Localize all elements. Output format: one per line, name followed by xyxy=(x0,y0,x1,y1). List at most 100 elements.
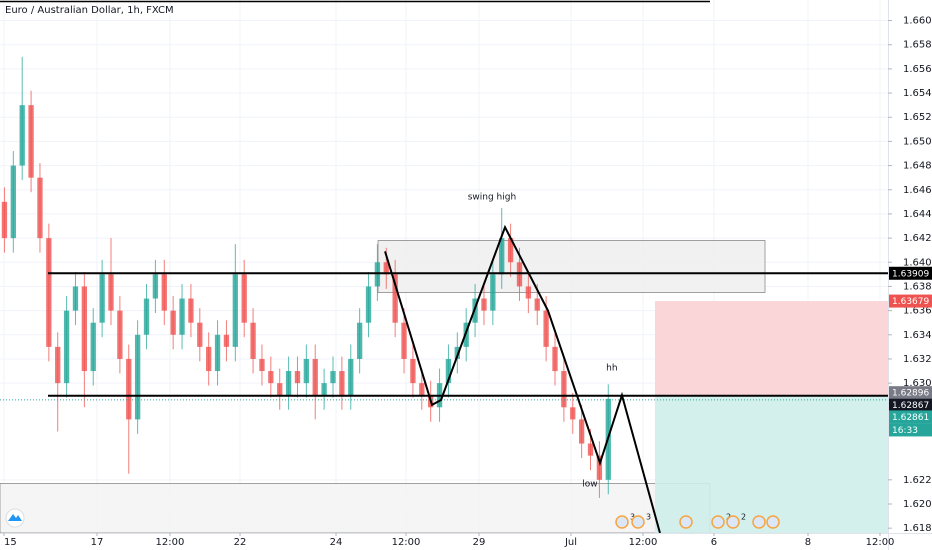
event-badge[interactable] xyxy=(766,515,780,529)
price-label-text: 1.62861 xyxy=(892,413,929,423)
candle-body xyxy=(250,322,256,359)
y-tick-label: 1.64600 xyxy=(903,185,932,196)
candle-body xyxy=(454,346,460,359)
price-label-bg xyxy=(889,386,932,400)
candle-body xyxy=(72,286,79,311)
candle-body xyxy=(312,358,318,396)
candle-body xyxy=(596,455,603,480)
price-label: 16:33 xyxy=(889,423,932,437)
candle-body xyxy=(392,274,398,323)
candle-body xyxy=(561,371,567,408)
y-tick-label: 1.66000 xyxy=(903,16,932,27)
zone xyxy=(654,395,888,533)
event-badge-count: 3 xyxy=(630,513,635,522)
event-badge[interactable] xyxy=(726,515,740,529)
candle-body xyxy=(152,274,159,299)
price-label-bg xyxy=(889,294,932,308)
price-label: 1.63909 xyxy=(889,266,932,280)
y-tick-label: 1.65200 xyxy=(903,112,932,123)
event-badge[interactable] xyxy=(752,515,766,529)
candle-body xyxy=(401,322,407,359)
overlay: swing highhhlow3322 xyxy=(468,192,780,529)
price-label-text: 1.63679 xyxy=(892,297,929,307)
candle-body xyxy=(587,443,594,456)
x-tick-label: 15 xyxy=(4,537,17,548)
y-tick-label: 1.62200 xyxy=(903,475,932,486)
y-tick-label: 1.64800 xyxy=(903,161,932,172)
price-label-text: 1.63909 xyxy=(892,269,929,279)
event-badge[interactable] xyxy=(679,515,693,529)
x-tick-label: 29 xyxy=(473,537,486,548)
x-tick-label: 12:00 xyxy=(156,537,185,548)
y-tick-label: 1.63200 xyxy=(903,354,932,365)
y-tick-label: 1.65800 xyxy=(903,40,932,51)
chart-header: Euro / Australian Dollar, 1h, FXCM xyxy=(5,5,174,16)
y-tick-label: 1.64200 xyxy=(903,233,932,244)
candle-body xyxy=(188,298,194,323)
candle-body xyxy=(37,177,43,239)
candle-body xyxy=(277,383,283,396)
candle-body xyxy=(481,298,487,311)
event-badge[interactable] xyxy=(615,515,629,529)
candle-body xyxy=(321,383,327,396)
zigzag-line xyxy=(384,224,661,534)
candle-body xyxy=(28,105,34,178)
candle-body xyxy=(578,419,585,444)
candle-body xyxy=(534,298,540,311)
price-label-text: 16:33 xyxy=(892,426,918,436)
candle-body xyxy=(383,262,389,275)
candle-body xyxy=(303,358,310,384)
x-tick-label: 24 xyxy=(330,537,343,548)
y-tick-label: 1.63000 xyxy=(903,378,932,389)
candle-body xyxy=(90,322,96,372)
price-label-text: 1.62867 xyxy=(892,401,929,411)
price-label-bg xyxy=(889,266,932,280)
candle-body xyxy=(241,274,247,323)
zone xyxy=(654,301,888,396)
y-tick-label: 1.62000 xyxy=(903,499,932,510)
candle-body xyxy=(570,407,576,420)
price-label-bg xyxy=(889,398,932,412)
event-badge[interactable] xyxy=(631,515,645,529)
candle-body xyxy=(516,262,523,287)
price-label: 1.62896 xyxy=(889,386,932,400)
x-tick-label: 8 xyxy=(805,537,811,548)
event-badge[interactable] xyxy=(711,515,725,529)
candle-body xyxy=(348,358,354,396)
candle-body xyxy=(126,358,132,420)
y-tick-label: 1.61800 xyxy=(903,523,932,534)
candle-body xyxy=(499,238,505,275)
candle-body xyxy=(161,274,167,311)
price-label: 1.63679 xyxy=(889,294,932,308)
candle-body xyxy=(294,371,301,384)
candle-body xyxy=(81,286,88,372)
x-tick-label: 6 xyxy=(711,537,717,548)
candle-body xyxy=(63,310,70,384)
annotation: swing high xyxy=(468,192,516,202)
candle-body xyxy=(170,310,176,335)
candle-body xyxy=(365,286,372,323)
candle-body xyxy=(55,346,61,384)
candle-body xyxy=(410,358,416,384)
y-tick-label: 1.64000 xyxy=(903,257,932,268)
candle-body xyxy=(134,334,141,420)
candle-body xyxy=(179,298,185,335)
candle-body xyxy=(206,346,212,372)
y-tick-label: 1.64400 xyxy=(903,209,932,220)
candle-body xyxy=(19,105,25,166)
candle-body xyxy=(339,371,345,396)
zone xyxy=(0,483,711,534)
candle-body xyxy=(525,286,532,299)
plot-area xyxy=(0,0,888,534)
candle-body xyxy=(285,371,292,396)
y-tick-label: 1.65400 xyxy=(903,88,932,99)
candle-body xyxy=(259,358,265,372)
candle-body xyxy=(268,371,274,384)
x-tick-label: 22 xyxy=(234,537,247,548)
candle-body xyxy=(543,310,549,347)
candle-body xyxy=(117,310,123,359)
candle-body xyxy=(197,322,203,347)
candle-body xyxy=(46,238,52,347)
